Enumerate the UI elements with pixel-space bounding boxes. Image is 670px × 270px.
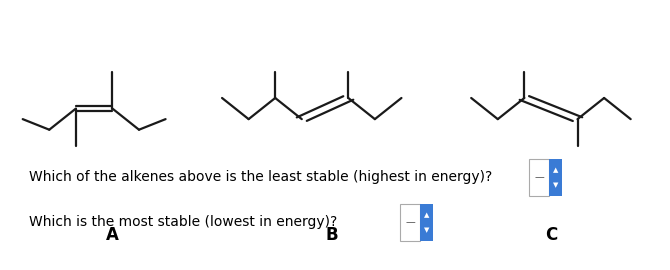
Text: Which is the most stable (lowest in energy)?: Which is the most stable (lowest in ener…	[29, 215, 338, 229]
FancyBboxPatch shape	[529, 159, 549, 196]
Text: —: —	[405, 217, 415, 227]
Text: —: —	[534, 172, 544, 182]
Text: A: A	[106, 227, 119, 245]
Text: ▼: ▼	[424, 227, 429, 233]
Text: ▲: ▲	[553, 167, 558, 173]
Text: ▲: ▲	[424, 212, 429, 218]
Text: Which of the alkenes above is the least stable (highest in energy)?: Which of the alkenes above is the least …	[29, 170, 492, 184]
Text: C: C	[545, 227, 557, 245]
Text: B: B	[326, 227, 338, 245]
FancyBboxPatch shape	[400, 204, 420, 241]
FancyBboxPatch shape	[549, 159, 562, 196]
FancyBboxPatch shape	[420, 204, 433, 241]
Text: ▼: ▼	[553, 182, 558, 188]
